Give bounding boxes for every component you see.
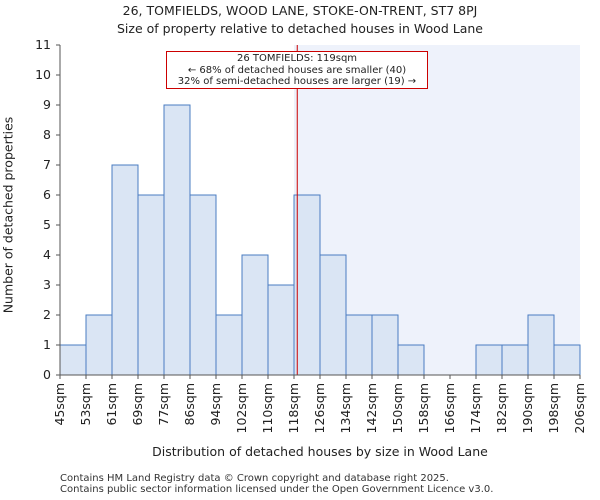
x-tick-label: 198sqm (546, 383, 561, 433)
histogram-bar (319, 254, 347, 376)
x-tick-label: 134sqm (338, 383, 353, 433)
y-tick-label: 8 (43, 127, 51, 142)
histogram-bar (371, 314, 399, 376)
histogram-bar (111, 164, 139, 376)
histogram-bar (241, 254, 269, 376)
x-tick-label: 190sqm (520, 383, 535, 433)
y-tick-label: 3 (43, 277, 51, 292)
x-tick-label: 61sqm (104, 383, 119, 426)
x-tick-label: 69sqm (130, 383, 145, 426)
x-tick-label: 102sqm (234, 383, 249, 433)
y-tick-label: 2 (43, 307, 51, 322)
y-tick-label: 0 (43, 367, 51, 382)
footer-copyright: Contains HM Land Registry data © Crown c… (60, 473, 449, 484)
property-annotation-box: 26 TOMFIELDS: 119sqm ← 68% of detached h… (166, 51, 428, 89)
y-tick-label: 6 (43, 187, 51, 202)
x-tick-label: 110sqm (260, 383, 275, 433)
x-tick-label: 158sqm (416, 383, 431, 433)
x-tick-label: 118sqm (286, 383, 301, 433)
histogram-bar (137, 194, 165, 376)
y-tick-label: 7 (43, 157, 51, 172)
footer-licence: Contains public sector information licen… (60, 484, 494, 495)
histogram-bar (267, 284, 295, 376)
histogram-bar (397, 344, 425, 376)
x-tick-label: 142sqm (364, 383, 379, 433)
y-tick-label: 9 (43, 97, 51, 112)
y-axis-label: Number of detached properties (0, 116, 16, 314)
histogram-bar (215, 314, 243, 376)
annotation-line-smaller: ← 68% of detached houses are smaller (40… (187, 64, 407, 76)
histogram-bar (475, 344, 503, 376)
y-tick-label: 11 (35, 37, 51, 52)
y-tick-label: 10 (35, 67, 51, 82)
chart-title-line1: 26, TOMFIELDS, WOOD LANE, STOKE-ON-TRENT… (122, 3, 478, 18)
histogram-bar (345, 314, 373, 376)
histogram-bar (527, 314, 555, 376)
x-axis-label: Distribution of detached houses by size … (152, 444, 488, 459)
histogram-bar (189, 194, 217, 376)
x-tick-label: 86sqm (182, 383, 197, 426)
x-tick-label: 166sqm (442, 383, 457, 433)
histogram-bar (553, 344, 581, 376)
x-tick-label: 126sqm (312, 383, 327, 433)
histogram-bar (501, 344, 529, 376)
x-tick-label: 150sqm (390, 383, 405, 433)
annotation-line-larger: 32% of semi-detached houses are larger (… (177, 76, 417, 87)
y-tick-label: 4 (43, 247, 51, 262)
histogram-bar (59, 344, 87, 376)
x-tick-label: 182sqm (494, 383, 509, 433)
x-tick-label: 206sqm (572, 383, 587, 433)
annotation-line-property: 26 TOMFIELDS: 119sqm (236, 53, 358, 64)
histogram-bar (163, 104, 191, 376)
x-tick-label: 94sqm (208, 383, 223, 426)
y-tick-label: 5 (43, 217, 51, 232)
y-tick-label: 1 (43, 337, 51, 352)
histogram-bar (85, 314, 113, 376)
x-tick-label: 174sqm (468, 383, 483, 433)
x-tick-label: 45sqm (52, 383, 67, 426)
histogram-bar (293, 194, 321, 376)
chart-title-line2: Size of property relative to detached ho… (117, 21, 483, 36)
x-tick-label: 77sqm (156, 383, 171, 426)
x-tick-label: 53sqm (78, 383, 93, 426)
